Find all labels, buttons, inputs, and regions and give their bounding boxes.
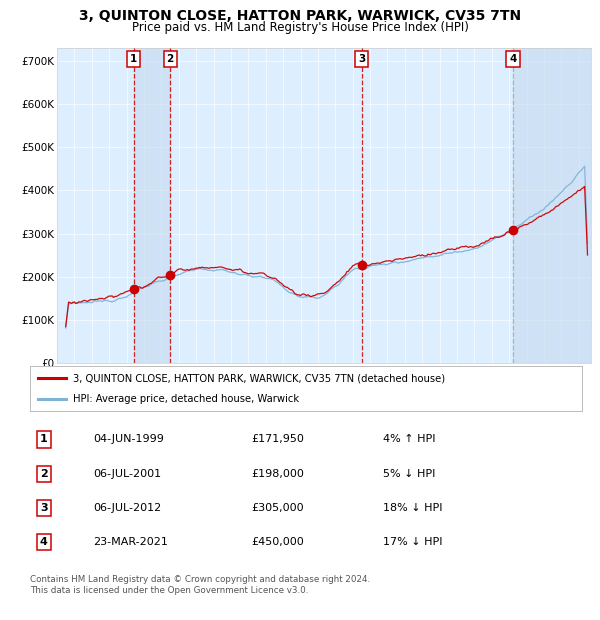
Text: 4: 4	[509, 55, 517, 64]
Text: 1: 1	[130, 55, 137, 64]
Text: 06-JUL-2012: 06-JUL-2012	[94, 503, 162, 513]
Text: 3, QUINTON CLOSE, HATTON PARK, WARWICK, CV35 7TN (detached house): 3, QUINTON CLOSE, HATTON PARK, WARWICK, …	[73, 373, 445, 384]
Text: £198,000: £198,000	[251, 469, 304, 479]
Text: 4: 4	[40, 537, 48, 547]
Text: Price paid vs. HM Land Registry's House Price Index (HPI): Price paid vs. HM Land Registry's House …	[131, 22, 469, 34]
Text: 1: 1	[40, 435, 47, 445]
Text: 3: 3	[358, 55, 365, 64]
Text: £305,000: £305,000	[251, 503, 304, 513]
Text: £171,950: £171,950	[251, 435, 304, 445]
Text: 17% ↓ HPI: 17% ↓ HPI	[383, 537, 443, 547]
Text: 2: 2	[40, 469, 47, 479]
Text: Contains HM Land Registry data © Crown copyright and database right 2024.: Contains HM Land Registry data © Crown c…	[30, 575, 370, 584]
Text: 5% ↓ HPI: 5% ↓ HPI	[383, 469, 436, 479]
Text: 18% ↓ HPI: 18% ↓ HPI	[383, 503, 443, 513]
Text: 2: 2	[167, 55, 174, 64]
Text: HPI: Average price, detached house, Warwick: HPI: Average price, detached house, Warw…	[73, 394, 299, 404]
Text: 23-MAR-2021: 23-MAR-2021	[94, 537, 169, 547]
Text: 3: 3	[40, 503, 47, 513]
Text: 06-JUL-2001: 06-JUL-2001	[94, 469, 161, 479]
Bar	[513, 48, 591, 363]
Text: 4% ↑ HPI: 4% ↑ HPI	[383, 435, 436, 445]
Text: £450,000: £450,000	[251, 537, 304, 547]
Text: 3, QUINTON CLOSE, HATTON PARK, WARWICK, CV35 7TN: 3, QUINTON CLOSE, HATTON PARK, WARWICK, …	[79, 9, 521, 22]
Bar	[134, 48, 170, 363]
Text: This data is licensed under the Open Government Licence v3.0.: This data is licensed under the Open Gov…	[30, 586, 308, 595]
Text: 04-JUN-1999: 04-JUN-1999	[94, 435, 164, 445]
